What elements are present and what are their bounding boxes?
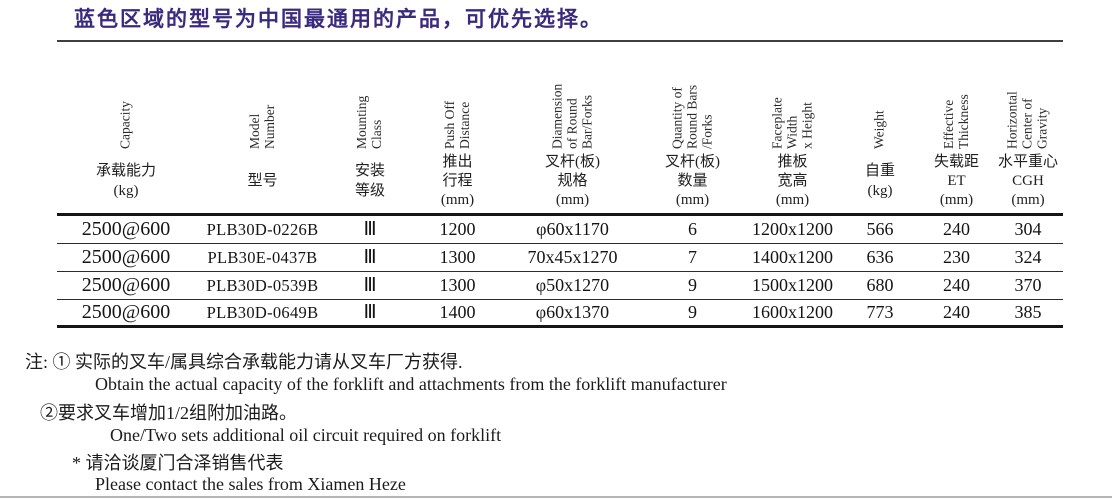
column-header-en: Push Off Distance [441, 100, 472, 149]
column-header: Diamension of Round Bar/Forks 叉杆(板) 规格 (m… [505, 45, 640, 216]
note-cn-contact: * 请洽谈厦门合泽销售代表 [72, 453, 284, 473]
column-header: Model Number 型号 [195, 45, 330, 216]
column-header-rotated-area: Weight [840, 45, 920, 150]
table-cell: 7 [640, 244, 745, 272]
column-header-rotated-area: Faceplate Width x Height [745, 45, 840, 150]
table-cell: φ60x1170 [505, 216, 640, 244]
table-cell: 636 [840, 244, 920, 272]
table-cell: 9 [640, 272, 745, 300]
column-header-en: Quantity of Round Bars /Forks [669, 84, 714, 149]
table-cell: φ60x1370 [505, 300, 640, 328]
table-cell: 385 [993, 300, 1063, 328]
table-cell: 1500x1200 [745, 272, 840, 300]
column-header-en: Model Number [246, 104, 277, 149]
table-cell: 1200 [410, 216, 505, 244]
column-header-en: Horizontal Center of Gravity [1004, 90, 1050, 149]
table-cell: 6 [640, 216, 745, 244]
column-header: Effective Thickness 失载距 ET (mm) [920, 45, 993, 216]
table-cell: 1300 [410, 244, 505, 272]
column-header-rotated-area: Effective Thickness [920, 45, 993, 150]
column-header-rotated-area: Model Number [195, 45, 330, 150]
note-cn-capacity: 注: ① 实际的叉车/属具综合承载能力请从叉车厂方获得. [25, 352, 463, 372]
title-divider [57, 40, 1063, 42]
table-cell: 240 [920, 272, 993, 300]
table-cell: 240 [920, 216, 993, 244]
column-header: Push Off Distance 推出 行程 (mm) [410, 45, 505, 216]
table-cell: 230 [920, 244, 993, 272]
table-cell: 1400x1200 [745, 244, 840, 272]
table-cell: 2500@600 [57, 244, 195, 272]
table-cell: 9 [640, 300, 745, 328]
column-header-en: Diamension of Round Bar/Forks [549, 83, 594, 149]
column-header-rotated-area: Push Off Distance [410, 45, 505, 150]
table-cell: φ50x1270 [505, 272, 640, 300]
table-cell: 2500@600 [57, 272, 195, 300]
column-header: Weight 自重 (kg) [840, 45, 920, 216]
table-cell: PLB30D-0539B [195, 272, 330, 300]
column-header-zh: 自重 (kg) [864, 163, 895, 199]
note-en-oil-circuit: One/Two sets additional oil circuit requ… [110, 425, 502, 445]
table-cell: PLB30E-0437B [195, 244, 330, 272]
column-header-zh: 推板 宽高 (mm) [775, 153, 810, 209]
table-cell: 1600x1200 [745, 300, 840, 328]
note-cn-oil-circuit: ②要求叉车增加1/2组附加油路。 [40, 403, 297, 423]
table-cell: 70x45x1270 [505, 244, 640, 272]
column-header-zh: 安装 等级 [354, 163, 385, 199]
table-cell: 324 [993, 244, 1063, 272]
column-header: Quantity of Round Bars /Forks 叉杆(板) 数量 (m… [640, 45, 745, 216]
note-en-capacity: Obtain the actual capacity of the forkli… [95, 374, 727, 394]
table-cell: 1300 [410, 272, 505, 300]
column-header-rotated-area: Diamension of Round Bar/Forks [505, 45, 640, 150]
table-cell: 680 [840, 272, 920, 300]
table-cell: 2500@600 [57, 216, 195, 244]
table-cell: 240 [920, 300, 993, 328]
table-cell: 304 [993, 216, 1063, 244]
table-cell: 1400 [410, 300, 505, 328]
column-header-rotated-area: Mounting Class [330, 45, 410, 150]
table-cell: 566 [840, 216, 920, 244]
page-title: 蓝色区域的型号为中国最通用的产品，可优先选择。 [74, 8, 603, 31]
column-header-zh: 失载距 ET (mm) [933, 153, 979, 209]
column-header-en: Weight [871, 109, 887, 149]
page-bottom-divider [0, 496, 1112, 498]
table-cell: Ⅲ [330, 272, 410, 300]
table-cell: PLB30D-0226B [195, 216, 330, 244]
column-header-zh: 叉杆(板) 数量 (mm) [665, 153, 720, 209]
column-header-zh: 型号 [247, 172, 278, 189]
table-cell: Ⅲ [330, 216, 410, 244]
column-header-en: Faceplate Width x Height [769, 96, 814, 149]
column-header-rotated-area: Capacity [57, 45, 195, 150]
table-cell: 2500@600 [57, 300, 195, 328]
spec-table: Capacity 承载能力 (kg) Model Number 型号 Mounting … [57, 45, 1063, 328]
column-header-zh: 水平重心 CGH (mm) [997, 153, 1058, 209]
table-cell: Ⅲ [330, 244, 410, 272]
column-header: Mounting Class 安装 等级 [330, 45, 410, 216]
column-header-en: Mounting Class [354, 95, 384, 149]
column-header-rotated-area: Horizontal Center of Gravity [993, 45, 1063, 150]
table-cell: 370 [993, 272, 1063, 300]
column-header-en: Capacity [117, 100, 133, 149]
table-cell: PLB30D-0649B [195, 300, 330, 328]
column-header-zh: 叉杆(板) 规格 (mm) [545, 153, 600, 209]
table-cell: 773 [840, 300, 920, 328]
column-header-zh: 推出 行程 (mm) [440, 153, 475, 209]
column-header: Faceplate Width x Height 推板 宽高 (mm) [745, 45, 840, 216]
table-cell: Ⅲ [330, 300, 410, 328]
column-header-rotated-area: Quantity of Round Bars /Forks [640, 45, 745, 150]
column-header: Horizontal Center of Gravity 水平重心 CGH (mm… [993, 45, 1063, 216]
column-header-en: Effective Thickness [940, 93, 971, 149]
column-header: Capacity 承载能力 (kg) [57, 45, 195, 216]
note-en-contact: Please contact the sales from Xiamen Hez… [95, 474, 406, 494]
column-header-zh: 承载能力 (kg) [95, 163, 156, 199]
table-cell: 1200x1200 [745, 216, 840, 244]
